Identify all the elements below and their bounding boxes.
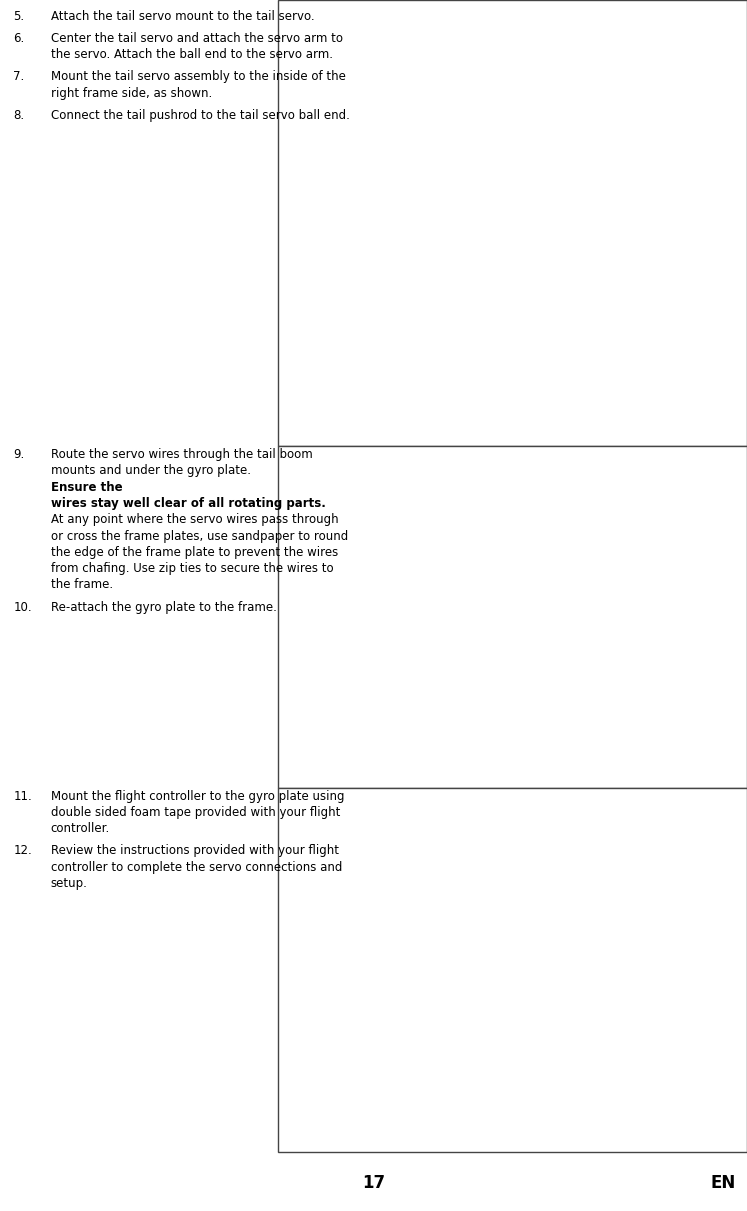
Text: the servo. Attach the ball end to the servo arm.: the servo. Attach the ball end to the se… <box>51 48 333 62</box>
Bar <box>278 446 747 788</box>
Text: 8.: 8. <box>13 109 25 122</box>
Text: from chaﬁng. Use zip ties to secure the wires to: from chaﬁng. Use zip ties to secure the … <box>51 562 333 575</box>
Text: Attach the tail servo mount to the tail servo.: Attach the tail servo mount to the tail … <box>51 10 314 23</box>
Text: 10.: 10. <box>13 601 32 614</box>
Text: Connect the tail pushrod to the tail servo ball end.: Connect the tail pushrod to the tail ser… <box>51 109 350 122</box>
Text: the edge of the frame plate to prevent the wires: the edge of the frame plate to prevent t… <box>51 546 338 558</box>
Text: 6.: 6. <box>13 31 25 45</box>
Text: Ensure the: Ensure the <box>51 481 123 494</box>
Text: 17: 17 <box>362 1173 385 1192</box>
Text: At any point where the servo wires pass through: At any point where the servo wires pass … <box>51 513 338 527</box>
Text: 7.: 7. <box>13 70 25 84</box>
Text: EN: EN <box>710 1173 736 1192</box>
Text: 11.: 11. <box>13 790 32 803</box>
Text: 9.: 9. <box>13 448 25 461</box>
Text: Mount the tail servo assembly to the inside of the: Mount the tail servo assembly to the ins… <box>51 70 346 84</box>
Text: mounts and under the gyro plate.: mounts and under the gyro plate. <box>51 464 255 477</box>
Text: controller to complete the servo connections and: controller to complete the servo connect… <box>51 861 342 873</box>
Text: Center the tail servo and attach the servo arm to: Center the tail servo and attach the ser… <box>51 31 343 45</box>
Text: Review the instructions provided with your ﬂight: Review the instructions provided with yo… <box>51 844 339 857</box>
Text: 5.: 5. <box>13 10 25 23</box>
Text: Route the servo wires through the tail boom: Route the servo wires through the tail b… <box>51 448 312 461</box>
Bar <box>278 788 747 1152</box>
Text: setup.: setup. <box>51 877 87 890</box>
Text: 12.: 12. <box>13 844 32 857</box>
Text: controller.: controller. <box>51 822 110 836</box>
Text: Mount the ﬂight controller to the gyro plate using: Mount the ﬂight controller to the gyro p… <box>51 790 344 803</box>
Text: the frame.: the frame. <box>51 579 113 591</box>
Text: or cross the frame plates, use sandpaper to round: or cross the frame plates, use sandpaper… <box>51 529 348 543</box>
Text: right frame side, as shown.: right frame side, as shown. <box>51 87 212 99</box>
Text: double sided foam tape provided with your ﬂight: double sided foam tape provided with you… <box>51 805 340 819</box>
Text: wires stay well clear of all rotating parts.: wires stay well clear of all rotating pa… <box>51 497 326 510</box>
Text: Re-attach the gyro plate to the frame.: Re-attach the gyro plate to the frame. <box>51 601 276 614</box>
Bar <box>278 0 747 446</box>
